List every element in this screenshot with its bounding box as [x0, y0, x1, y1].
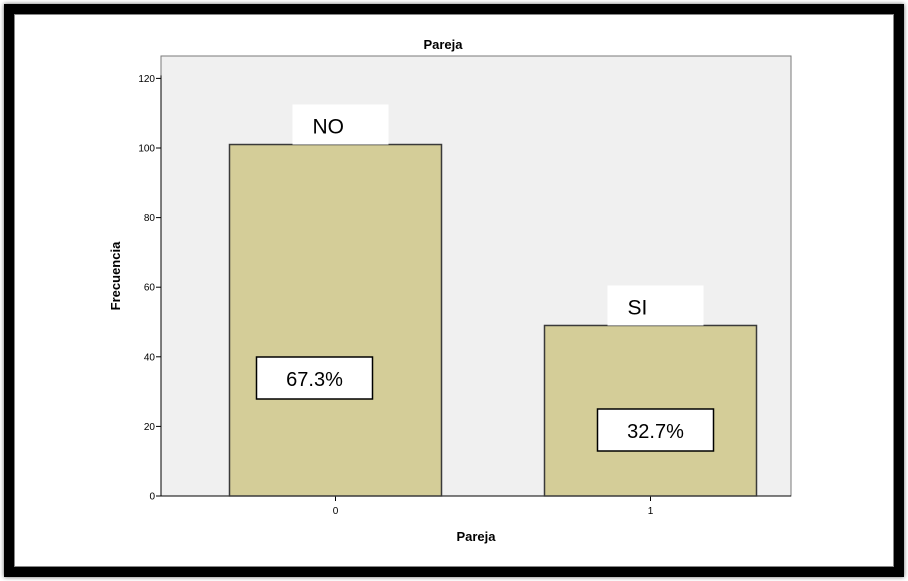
percent-label-1: 32.7%: [627, 421, 684, 443]
bar-0: [228, 143, 443, 497]
y-axis: 0 20 40 60 80 100 120: [138, 74, 162, 503]
name-label-0: NO: [313, 116, 345, 139]
name-label-1: SI: [628, 296, 648, 319]
y-tick-label: 80: [144, 213, 156, 224]
name-label-box-1: [607, 285, 704, 326]
percent-label-0: 67.3%: [286, 369, 343, 391]
bars: [228, 143, 758, 497]
y-tick-label: 0: [149, 492, 155, 503]
y-tick-label: 100: [138, 144, 155, 155]
y-tick-label: 120: [138, 74, 155, 85]
x-tick-label-1: 1: [648, 506, 654, 517]
y-tick-label: 40: [144, 352, 156, 363]
chart-title: Pareja: [423, 37, 463, 52]
y-tick-label: 20: [144, 422, 156, 433]
x-axis-label: Pareja: [456, 529, 496, 544]
x-tick-label-0: 0: [333, 506, 339, 517]
name-label-box-0: [292, 104, 389, 145]
percent-box-1: [596, 408, 715, 452]
y-axis-label: Frecuencia: [108, 241, 123, 310]
y-tick-label: 60: [144, 283, 156, 294]
percent-box-0: [255, 356, 374, 400]
bar-annotations: NO 67.3% SI 32.7%: [255, 104, 715, 452]
